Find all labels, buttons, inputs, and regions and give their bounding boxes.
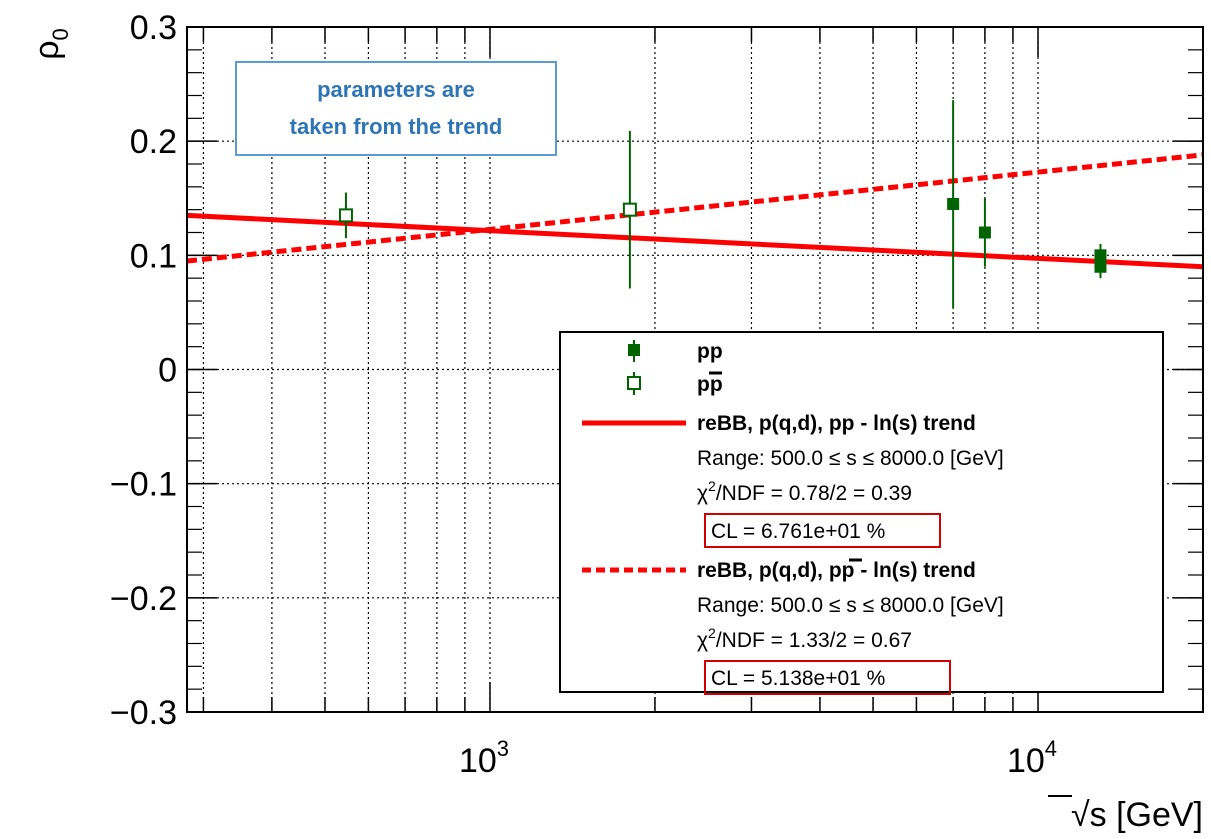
tick-labels: 0.3 0.2 0.1 0 −0.1 −0.2 −0.3 103 104 [110,9,1057,780]
y-tick-label: 0.3 [130,9,177,47]
svg-text:reBB, p(q,d), pp - ln(s) trend: reBB, p(q,d), pp - ln(s) trend [697,412,976,435]
svg-text:pp: pp [697,373,723,396]
pp-data-point [947,197,960,210]
pp-trend-line [186,212,1204,270]
legend-entry-pp: pp [628,340,723,363]
note-line-1: parameters are [317,77,475,102]
pp-data-point [978,226,991,239]
trend1-range: Range: 500.0 ≤ s ≤ 8000.0 [GeV] [697,447,1004,470]
trend2-range: Range: 500.0 ≤ s ≤ 8000.0 [GeV] [697,594,1004,617]
x-axis-title: √s [GeV] [1048,795,1203,834]
y-tick-label: 0.1 [130,237,177,275]
y-tick-label: −0.2 [110,580,177,618]
y-tick-label: 0 [158,352,177,390]
svg-text:√s [GeV]: √s [GeV] [1071,796,1203,834]
filled-square-marker [628,344,640,356]
pp-data-point [1094,260,1107,273]
y-axis-title: ρ0 [28,28,73,60]
open-square-marker [627,376,641,390]
trend2-cl-highlight [704,660,951,695]
trend1-cl-highlight [704,513,941,548]
data-points [338,100,1107,308]
y-tick-label: −0.1 [110,466,177,504]
legend-frame [559,331,1164,693]
pp-data-point [1094,249,1107,262]
legend: pp pp reBB, p(q,d), pp - ln(s) trend Ran… [559,331,1164,695]
trend2-cl: CL = 5.138e+01 % [711,667,885,690]
trend2-chi2: χ2/NDF = 1.33/2 = 0.67 [697,625,912,652]
x-tick-label: 103 [459,736,509,780]
legend-entry-pp-trend: reBB, p(q,d), pp - ln(s) trend Range: 50… [582,412,1004,548]
note-line-2: taken from the trend [290,114,503,139]
svg-text:reBB, p(q,d), pp - ln(s) trend: reBB, p(q,d), pp - ln(s) trend [697,559,976,582]
trend1-chi2: χ2/NDF = 0.78/2 = 0.39 [697,478,912,505]
sqrt-symbol: √ [1071,796,1090,834]
plot-frame [186,26,1204,713]
trend-lines [186,152,1204,270]
ppbar-data-point [622,202,637,217]
y-tick-label: 0.2 [130,123,177,161]
annotation-note: parameters are taken from the trend [235,61,557,156]
legend-entry-ppbar: pp [627,371,723,396]
x-tick-label: 104 [1007,736,1057,780]
svg-text:pp: pp [697,340,723,363]
legend-entry-ppbar-trend: reBB, p(q,d), pp - ln(s) trend Range: 50… [582,558,1004,695]
ppbar-trend-line [186,152,1204,264]
ppbar-data-point [338,208,353,223]
y-tick-label: −0.3 [110,694,177,732]
trend1-cl: CL = 6.761e+01 % [711,520,885,543]
